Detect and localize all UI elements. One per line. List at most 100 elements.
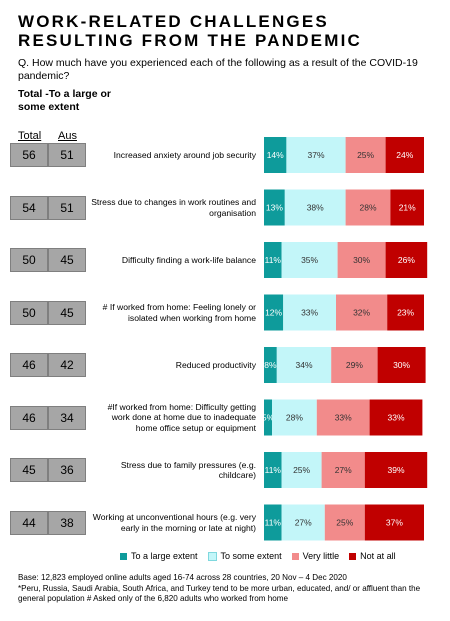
- bar-segment-large-extent: [264, 452, 282, 488]
- data-label: 37%: [307, 150, 324, 160]
- bar-segment-some-extent: [283, 294, 336, 331]
- data-label: 35%: [301, 255, 318, 265]
- data-label: 28%: [286, 413, 303, 423]
- data-label: 13%: [266, 203, 283, 213]
- bar-segment-large-extent: [264, 399, 272, 436]
- aus-score: 42: [48, 353, 86, 377]
- total-score: 46: [10, 405, 48, 430]
- data-label: 8%: [264, 360, 277, 370]
- category-label: # If worked from home: Feeling lonely or…: [102, 302, 256, 323]
- data-label: 25%: [357, 150, 374, 160]
- bar-segment-not-at-all: [364, 504, 424, 541]
- category-label: Stress due to family pressures (e.g. chi…: [120, 459, 256, 481]
- category-label: Difficulty finding a work-life balance: [121, 254, 256, 265]
- category-label: Reduced productivity: [175, 359, 256, 370]
- bar-segment-some-extent: [281, 452, 322, 488]
- total-score: 50: [10, 300, 48, 325]
- aus-score: 51: [48, 195, 86, 220]
- legend-item: Not at all: [349, 551, 396, 561]
- column-header-total: Total: [18, 130, 42, 142]
- bar-segment-some-extent: [284, 189, 346, 226]
- bar-segment-not-at-all: [377, 347, 426, 383]
- legend-swatch: [349, 552, 357, 560]
- category-label: #If worked from home: Difficulty getting…: [107, 401, 256, 433]
- data-label: 32%: [353, 308, 370, 318]
- legend-item: To a large extent: [120, 551, 198, 561]
- legend-label: Not at all: [360, 551, 396, 561]
- total-score: 56: [10, 143, 48, 167]
- bar-segment-some-extent: [272, 399, 317, 436]
- legend-label: To some extent: [220, 551, 282, 561]
- aus-score: 36: [48, 458, 86, 482]
- bar-segment-large-extent: [264, 294, 284, 331]
- bar-segment-very-little: [316, 399, 370, 436]
- category-label: Stress due to changes in work routines a…: [91, 197, 256, 218]
- aus-score: 45: [48, 248, 86, 272]
- data-label: 11%: [265, 255, 282, 265]
- bar-segment-very-little: [324, 504, 365, 541]
- data-label: 33%: [301, 308, 318, 318]
- legend: To a large extent To some extent Very litt…: [120, 551, 396, 561]
- category-label: Working at unconventional hours (e.g. ve…: [92, 512, 256, 533]
- bar-segment-very-little: [321, 452, 365, 488]
- data-label: 14%: [267, 150, 284, 160]
- aus-score: 45: [48, 300, 86, 325]
- data-label: 33%: [335, 413, 352, 423]
- data-label: 25%: [336, 518, 353, 528]
- legend-label: Very little: [302, 551, 340, 561]
- subheading: Total -To a large or some extent: [18, 88, 111, 113]
- category-label: Increased anxiety around job security: [113, 149, 256, 160]
- data-label: 27%: [335, 465, 352, 475]
- data-label: 11%: [265, 465, 282, 475]
- bar-segment-not-at-all: [385, 242, 428, 278]
- bar-segment-large-extent: [264, 347, 277, 383]
- aus-score: 34: [48, 405, 86, 430]
- data-label: 33%: [387, 413, 404, 423]
- bar-segment-not-at-all: [390, 189, 424, 226]
- bar-segment-very-little: [336, 294, 388, 331]
- data-label: 27%: [295, 518, 312, 528]
- column-header-aus: Aus: [58, 130, 77, 142]
- bar-segment-not-at-all: [369, 399, 423, 436]
- bar-segment-very-little: [345, 189, 391, 226]
- legend-item: To some extent: [207, 551, 282, 561]
- total-score: 54: [10, 195, 48, 220]
- data-label: 24%: [396, 150, 413, 160]
- legend-label: To a large extent: [131, 551, 198, 561]
- survey-question: Q. How much have you experienced each of…: [18, 57, 418, 82]
- aus-score: 51: [48, 143, 86, 167]
- data-label: 29%: [346, 360, 363, 370]
- data-label: 30%: [393, 360, 410, 370]
- footnote: Base: 12,823 employed online adults aged…: [18, 573, 421, 603]
- bar-segment-some-extent: [286, 137, 346, 173]
- data-label: 34%: [295, 360, 312, 370]
- bar-segment-large-extent: [264, 242, 282, 278]
- data-label: 28%: [359, 203, 376, 213]
- total-score: 50: [10, 248, 48, 272]
- bar-segment-some-extent: [281, 242, 338, 278]
- bar-segment-not-at-all: [385, 137, 424, 173]
- bar-segment-large-extent: [264, 137, 287, 173]
- data-label: 11%: [265, 518, 282, 528]
- bar-segment-large-extent: [264, 504, 282, 541]
- data-label: 23%: [397, 308, 414, 318]
- legend-swatch: [120, 552, 127, 560]
- data-label: 25%: [293, 465, 310, 475]
- bar-segment-large-extent: [264, 189, 285, 226]
- data-label: 21%: [399, 203, 416, 213]
- total-score: 45: [10, 458, 48, 482]
- legend-swatch: [291, 552, 299, 560]
- bar-segment-very-little: [345, 137, 386, 173]
- data-label: 38%: [307, 203, 324, 213]
- legend-item: Very little: [291, 551, 340, 561]
- data-label: 26%: [398, 255, 415, 265]
- bar-segment-not-at-all: [387, 294, 424, 331]
- bar-segment-some-extent: [276, 347, 332, 383]
- aus-score: 38: [48, 510, 86, 535]
- legend-swatch: [207, 551, 217, 561]
- data-label: 30%: [353, 255, 370, 265]
- bar-segment-some-extent: [281, 504, 325, 541]
- bar-segment-very-little: [337, 242, 386, 278]
- bar-segment-not-at-all: [364, 452, 428, 488]
